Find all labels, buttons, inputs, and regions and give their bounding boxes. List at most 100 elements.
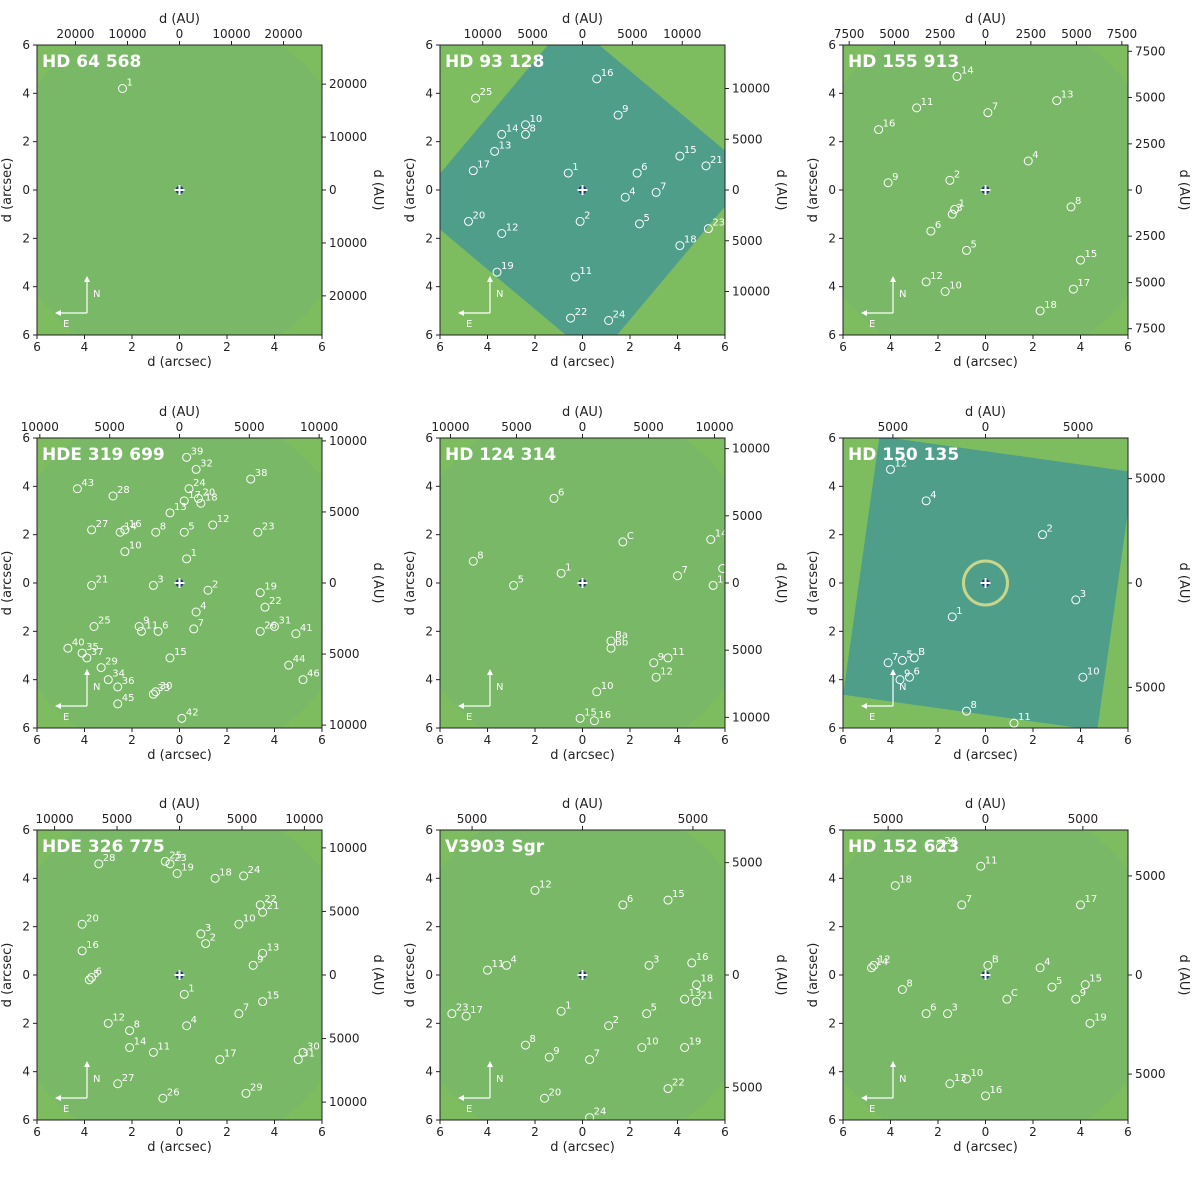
source-B — [909, 653, 919, 663]
source-label-C: C — [627, 531, 634, 542]
panel-title: HDE 319 699 — [42, 445, 165, 465]
source-8 — [125, 1026, 135, 1036]
source-7 — [189, 624, 199, 634]
source-1 — [563, 168, 573, 178]
source-5 — [642, 1009, 652, 1019]
north-arrowhead — [487, 1061, 493, 1067]
x-tick-label: 6 — [721, 340, 729, 354]
source-8 — [521, 1040, 530, 1050]
y-tick-label: 2 — [425, 920, 433, 934]
top-tick-label: 10000 — [212, 27, 250, 41]
source-5 — [962, 245, 971, 255]
top-tick-label: 5000 — [457, 812, 488, 826]
right-axis-label: d (AU) — [773, 170, 788, 211]
source-label-1: 1 — [191, 548, 197, 559]
x-tick-label: 6 — [1124, 340, 1132, 354]
source-1 — [947, 612, 957, 622]
source-10 — [1078, 672, 1088, 682]
source-label-7: 7 — [966, 894, 972, 905]
compass-north: N — [899, 682, 906, 693]
source-17 — [1076, 900, 1085, 910]
top-axis-label: d (AU) — [159, 405, 200, 420]
source-4 — [620, 192, 630, 202]
top-tick-label: 0 — [176, 420, 184, 434]
x-tick-label: 4 — [271, 733, 279, 747]
source-2 — [201, 939, 211, 949]
compass-north: N — [93, 682, 100, 693]
right-tick-label: 5000 — [1135, 680, 1166, 694]
source-24 — [585, 1113, 595, 1120]
source-13 — [708, 580, 718, 590]
source-7 — [983, 108, 993, 118]
source-8 — [962, 706, 971, 716]
right-tick-label: 5000 — [1135, 276, 1166, 290]
top-tick-label: 0 — [579, 420, 587, 434]
top-tick-label: 5000 — [102, 812, 133, 826]
panel-3: 1 2 3 4 5 6 7 8 9 10 11 12 13 14 15 16 17 18 N E HD 155 913 6… — [806, 0, 1200, 394]
source-label-23: 23 — [262, 521, 275, 532]
north-arrowhead — [890, 1061, 896, 1067]
x-tick-label: 6 — [33, 340, 41, 354]
y-tick-label: 0 — [425, 183, 433, 197]
source-label-8: 8 — [134, 1020, 140, 1031]
compass-arrows — [863, 671, 894, 707]
source-4 — [502, 960, 511, 970]
source-15 — [1080, 980, 1090, 990]
top-tick-label: 10000 — [285, 812, 323, 826]
source-label-15: 15 — [1089, 974, 1102, 985]
right-tick-label: 10000 — [329, 718, 367, 732]
y-tick-label: 6 — [22, 1113, 30, 1127]
source-label-22: 22 — [672, 1078, 685, 1089]
top-tick-label: 7500 — [834, 27, 865, 41]
x-axis-label: d (arcsec) — [953, 1140, 1018, 1155]
source-8 — [897, 985, 907, 994]
source-label-10: 10 — [1087, 666, 1100, 677]
source-13 — [945, 1079, 955, 1089]
top-axis-label: d (AU) — [965, 405, 1006, 420]
east-arrowhead — [861, 310, 867, 316]
north-arrowhead — [487, 669, 493, 675]
source-label-27: 27 — [122, 1073, 135, 1084]
y-tick-label: 4 — [22, 871, 30, 885]
x-tick-label: 4 — [674, 733, 682, 747]
source-label-16: 16 — [129, 519, 142, 530]
x-tick-label: 4 — [271, 1125, 279, 1139]
source-9 — [649, 658, 659, 668]
source-B — [983, 960, 993, 970]
x-tick-label: 2 — [934, 733, 942, 747]
source-label-6: 6 — [935, 220, 941, 231]
y-axis-label: d (arcsec) — [806, 158, 821, 223]
top-tick-label: 2500 — [1016, 27, 1047, 41]
source-18 — [675, 241, 685, 251]
source-label-23: 23 — [712, 218, 725, 229]
source-label-1: 1 — [127, 78, 133, 89]
source-label-39: 39 — [191, 446, 204, 457]
x-tick-label: 4 — [271, 340, 279, 354]
right-tick-label: 2500 — [1135, 137, 1166, 151]
source-2 — [945, 175, 955, 185]
source-label-19: 19 — [501, 261, 514, 272]
top-tick-label: 10000 — [695, 420, 733, 434]
source-30 — [151, 687, 161, 697]
source-label-6: 6 — [162, 620, 168, 631]
compass: NE — [861, 669, 906, 723]
source-label-12: 12 — [539, 879, 552, 890]
star-marker — [174, 185, 185, 195]
source-33 — [148, 689, 158, 699]
top-tick-label: 10000 — [464, 27, 502, 41]
x-tick-label: 4 — [887, 733, 895, 747]
source-label-2: 2 — [584, 210, 590, 221]
source-5 — [509, 580, 519, 590]
star-marker — [577, 578, 588, 588]
panel-1: 1 N E HD 64 568 6 4 2 0 2 4 6 6 4 2 0 2 4 6 20000 10000 0 100… — [0, 0, 400, 394]
star-marker — [980, 578, 991, 588]
y-axis-label: d (arcsec) — [403, 943, 418, 1008]
top-tick-label: 0 — [982, 420, 990, 434]
source-label-B: B — [992, 954, 999, 965]
x-tick-label: 4 — [887, 340, 895, 354]
source-label-2: 2 — [954, 169, 960, 180]
top-tick-label: 10000 — [21, 420, 59, 434]
right-tick-label: 10000 — [732, 285, 770, 299]
source-label-5: 5 — [188, 521, 194, 532]
